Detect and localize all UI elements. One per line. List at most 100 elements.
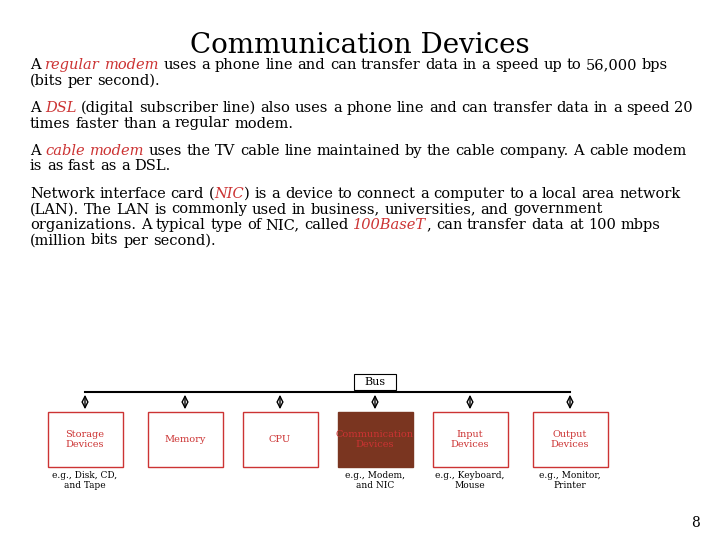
Text: in: in — [594, 101, 608, 115]
Text: The: The — [84, 202, 112, 217]
Text: in: in — [463, 58, 477, 72]
Text: transfer: transfer — [492, 101, 552, 115]
Text: can: can — [436, 218, 462, 232]
Text: (: ( — [209, 187, 215, 201]
Text: a: a — [482, 58, 490, 72]
Text: card: card — [171, 187, 204, 201]
Text: 100: 100 — [588, 218, 616, 232]
Text: data: data — [531, 218, 564, 232]
Text: (million: (million — [30, 233, 86, 247]
Text: Output
Devices: Output Devices — [551, 430, 589, 449]
Text: speed: speed — [626, 101, 670, 115]
Bar — [533, 412, 608, 467]
Text: DSL.: DSL. — [135, 159, 171, 173]
Text: government: government — [513, 202, 602, 217]
Text: is: is — [254, 187, 266, 201]
Text: phone: phone — [346, 101, 392, 115]
Text: maintained: maintained — [317, 144, 400, 158]
Text: uses: uses — [163, 58, 197, 72]
Text: (LAN).: (LAN). — [30, 202, 79, 217]
Text: a: a — [420, 187, 429, 201]
Text: per: per — [123, 233, 148, 247]
Text: business,: business, — [310, 202, 379, 217]
Text: modem.: modem. — [234, 117, 293, 131]
Text: uses: uses — [295, 101, 328, 115]
Text: speed: speed — [495, 58, 539, 72]
Text: LAN: LAN — [117, 202, 150, 217]
Bar — [433, 412, 508, 467]
Text: device: device — [284, 187, 333, 201]
Text: type: type — [210, 218, 242, 232]
Text: 100BaseT: 100BaseT — [354, 218, 426, 232]
Text: company.: company. — [500, 144, 569, 158]
Bar — [338, 412, 413, 467]
Text: line: line — [266, 58, 293, 72]
Text: (digital: (digital — [81, 101, 135, 116]
Text: a: a — [121, 159, 130, 173]
Text: local: local — [542, 187, 577, 201]
Text: A: A — [140, 218, 151, 232]
Text: line: line — [397, 101, 424, 115]
Text: Memory: Memory — [164, 435, 206, 444]
Text: than: than — [123, 117, 157, 131]
Text: second).: second). — [153, 233, 215, 247]
Text: network: network — [619, 187, 680, 201]
Bar — [243, 412, 318, 467]
Text: organizations.: organizations. — [30, 218, 136, 232]
Text: computer: computer — [433, 187, 505, 201]
Text: and: and — [429, 101, 456, 115]
Text: A: A — [30, 58, 40, 72]
Text: a: a — [161, 117, 170, 131]
Text: data: data — [426, 58, 458, 72]
Text: Input
Devices: Input Devices — [451, 430, 490, 449]
Text: as: as — [47, 159, 63, 173]
Text: bps: bps — [642, 58, 668, 72]
Text: used: used — [252, 202, 287, 217]
Text: line): line) — [222, 101, 256, 115]
Text: mbps: mbps — [621, 218, 660, 232]
Text: line: line — [284, 144, 312, 158]
Text: in: in — [292, 202, 306, 217]
Bar — [48, 412, 122, 467]
Text: transfer: transfer — [467, 218, 527, 232]
Text: NIC: NIC — [215, 187, 244, 201]
Text: Bus: Bus — [364, 377, 386, 387]
Text: ,: , — [426, 218, 431, 232]
Text: up: up — [543, 58, 562, 72]
Text: modem: modem — [104, 58, 159, 72]
Text: transfer: transfer — [361, 58, 420, 72]
Text: the: the — [186, 144, 211, 158]
Text: per: per — [68, 73, 93, 87]
Text: 56,000: 56,000 — [586, 58, 637, 72]
Text: called: called — [305, 218, 348, 232]
Text: ): ) — [244, 187, 250, 201]
Text: fast: fast — [68, 159, 96, 173]
Text: typical: typical — [156, 218, 206, 232]
Text: Communication Devices: Communication Devices — [190, 32, 530, 59]
Text: bits: bits — [91, 233, 119, 247]
Text: also: also — [261, 101, 290, 115]
Text: modem: modem — [89, 144, 144, 158]
Text: TV: TV — [215, 144, 235, 158]
Text: is: is — [154, 202, 166, 217]
Text: and: and — [297, 58, 325, 72]
Bar — [148, 412, 222, 467]
Text: A: A — [30, 101, 40, 115]
Text: cable: cable — [589, 144, 629, 158]
Text: modem: modem — [633, 144, 688, 158]
Text: subscriber: subscriber — [139, 101, 218, 115]
Text: a: a — [613, 101, 621, 115]
Text: can: can — [461, 101, 487, 115]
Text: universities,: universities, — [384, 202, 476, 217]
Text: second).: second). — [97, 73, 160, 87]
Text: e.g., Monitor,
Printer: e.g., Monitor, Printer — [539, 471, 600, 490]
Text: regular: regular — [45, 58, 100, 72]
Text: and: and — [480, 202, 508, 217]
Text: cable: cable — [240, 144, 280, 158]
Text: a: a — [202, 58, 210, 72]
Text: as: as — [100, 159, 117, 173]
Text: CPU: CPU — [269, 435, 291, 444]
Text: Communication
Devices: Communication Devices — [336, 430, 414, 449]
Text: can: can — [330, 58, 356, 72]
Text: by: by — [405, 144, 422, 158]
